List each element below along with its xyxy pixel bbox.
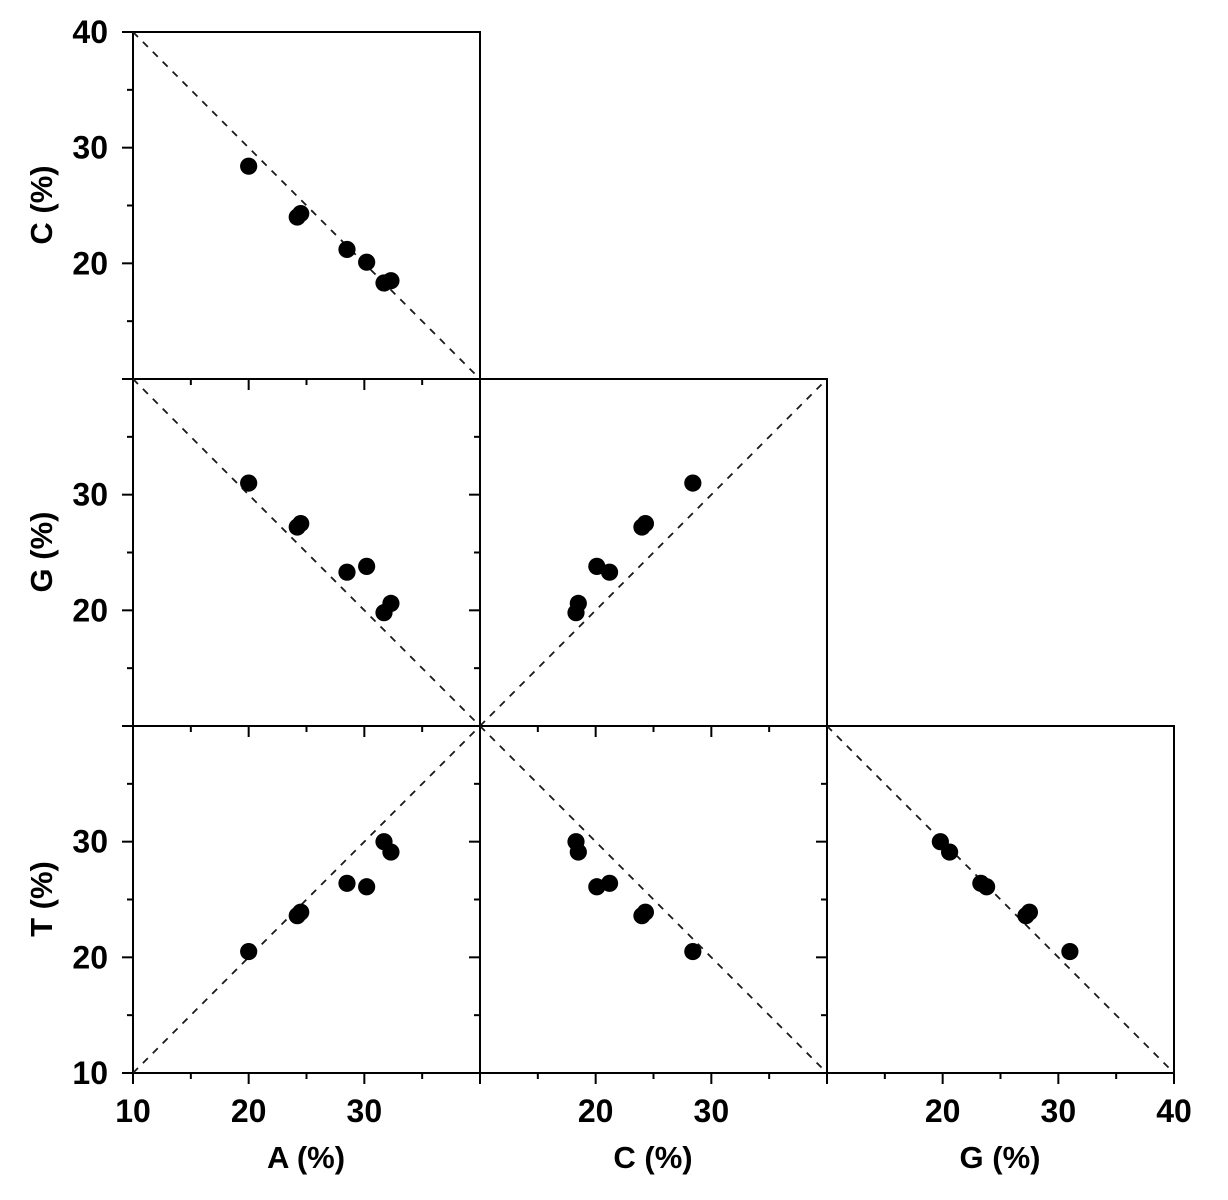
y-tick-label: 20 bbox=[72, 939, 108, 975]
data-point bbox=[240, 157, 258, 175]
data-point bbox=[382, 272, 400, 290]
data-point bbox=[338, 874, 356, 892]
x-tick-label: 10 bbox=[115, 1093, 151, 1129]
reference-line-anti-diagonal bbox=[479, 725, 828, 1074]
data-point bbox=[382, 594, 400, 612]
x-tick-label: 40 bbox=[1156, 1093, 1192, 1129]
data-point bbox=[569, 843, 587, 861]
data-point bbox=[588, 557, 606, 575]
data-point bbox=[292, 514, 310, 533]
x-tick-label: 20 bbox=[925, 1093, 961, 1129]
y-axis-title-c: C (%) bbox=[24, 165, 59, 245]
data-point bbox=[588, 878, 606, 896]
data-point bbox=[978, 878, 996, 896]
x-axis-title-g: G (%) bbox=[959, 1140, 1041, 1175]
reference-line-main-diagonal bbox=[132, 725, 481, 1074]
data-point bbox=[292, 204, 310, 223]
y-tick-label: 40 bbox=[72, 14, 108, 50]
data-point bbox=[292, 903, 310, 921]
data-point bbox=[240, 474, 258, 492]
y-tick-label: 30 bbox=[72, 477, 108, 513]
data-point bbox=[684, 474, 702, 492]
data-point bbox=[1061, 942, 1079, 961]
data-point bbox=[338, 240, 356, 259]
reference-line-anti-diagonal bbox=[132, 378, 481, 727]
y-axis-title-t: T (%) bbox=[24, 861, 59, 937]
data-point bbox=[569, 594, 587, 612]
data-point bbox=[240, 942, 258, 961]
y-tick-label: 20 bbox=[72, 245, 108, 281]
y-axis-title-g: G (%) bbox=[24, 511, 59, 593]
data-point bbox=[338, 563, 356, 581]
data-point bbox=[1020, 903, 1039, 921]
data-point bbox=[358, 878, 376, 896]
x-tick-label: 30 bbox=[694, 1093, 730, 1129]
data-point bbox=[358, 557, 376, 575]
y-tick-label: 20 bbox=[72, 592, 108, 628]
data-point bbox=[382, 843, 400, 861]
x-axis-title-c: C (%) bbox=[613, 1140, 693, 1175]
data-point bbox=[358, 253, 376, 271]
reference-line-main-diagonal bbox=[479, 378, 828, 727]
x-tick-label: 30 bbox=[347, 1093, 383, 1129]
data-point bbox=[636, 514, 655, 533]
data-point bbox=[684, 942, 702, 961]
y-tick-label: 30 bbox=[72, 130, 108, 166]
data-point bbox=[941, 843, 959, 861]
y-tick-label: 30 bbox=[72, 824, 108, 860]
y-tick-label: 10 bbox=[72, 1055, 108, 1091]
x-tick-label: 20 bbox=[578, 1093, 614, 1129]
x-tick-label: 20 bbox=[231, 1093, 267, 1129]
x-tick-label: 30 bbox=[1041, 1093, 1077, 1129]
reference-line-anti-diagonal bbox=[826, 725, 1175, 1074]
reference-line-anti-diagonal bbox=[132, 31, 481, 380]
x-axis-title-a: A (%) bbox=[266, 1140, 346, 1175]
data-point bbox=[636, 903, 655, 921]
